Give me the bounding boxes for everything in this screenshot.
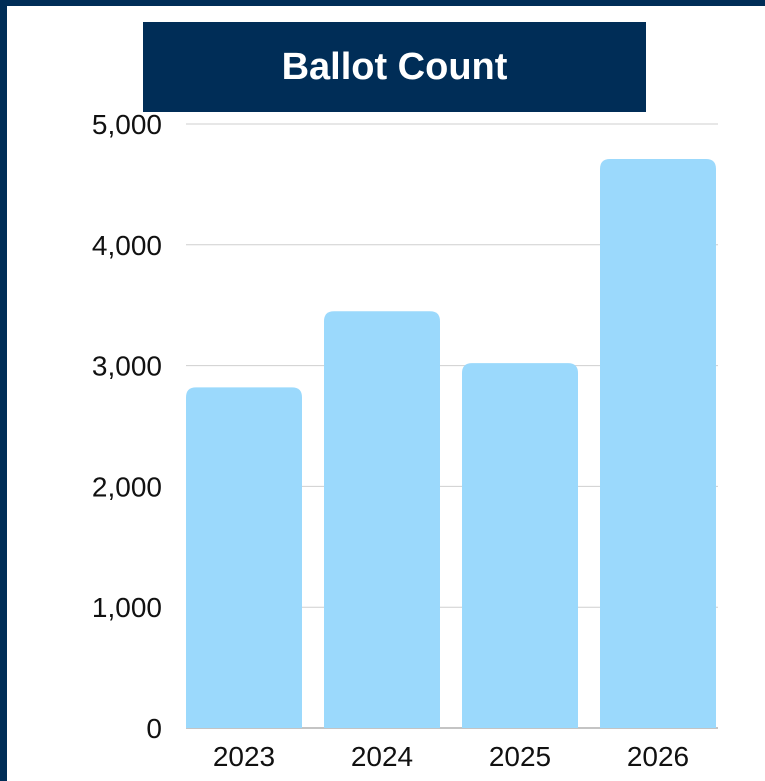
y-tick-label: 4,000	[92, 230, 162, 261]
bar-2025	[462, 363, 578, 728]
y-tick-label: 0	[146, 713, 162, 744]
y-tick-label: 1,000	[92, 592, 162, 623]
bars	[186, 159, 716, 729]
x-tick-label: 2026	[627, 741, 689, 772]
x-axis-ticks: 2023 2024 2025 2026	[213, 741, 689, 772]
x-tick-label: 2025	[489, 741, 551, 772]
chart-title-box: Ballot Count	[143, 22, 646, 112]
chart-title: Ballot Count	[281, 45, 508, 88]
bar-2024	[324, 311, 440, 728]
y-axis-ticks: 0 1,000 2,000 3,000 4,000 5,000	[92, 109, 162, 744]
y-tick-label: 3,000	[92, 351, 162, 382]
x-tick-label: 2023	[213, 741, 275, 772]
y-tick-label: 5,000	[92, 109, 162, 140]
y-tick-label: 2,000	[92, 471, 162, 502]
x-tick-label: 2024	[351, 741, 413, 772]
bar-2026	[600, 159, 716, 729]
bar-2023	[186, 387, 302, 728]
